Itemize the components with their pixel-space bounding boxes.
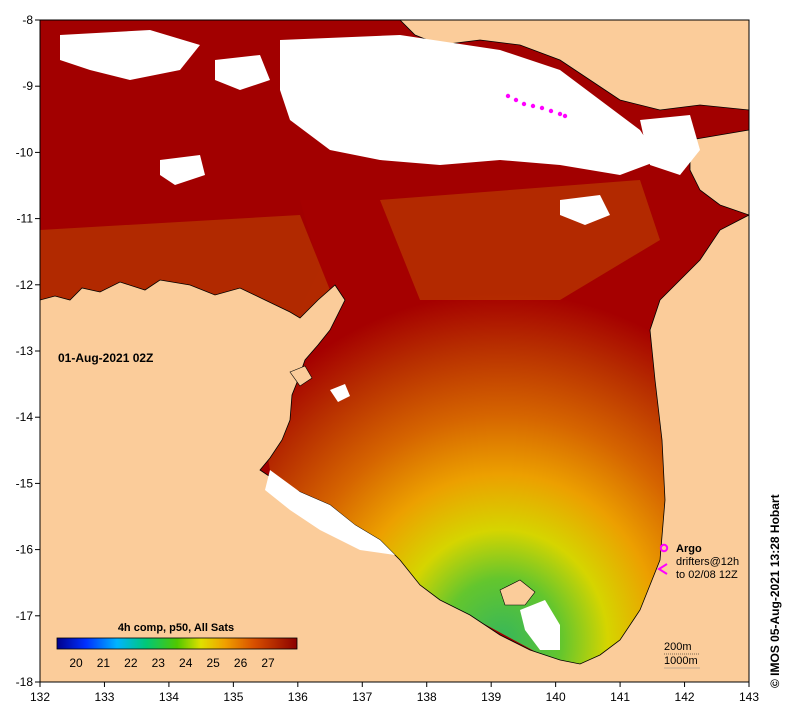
x-tick-label: 141 xyxy=(610,690,630,704)
colorbar-label: 27 xyxy=(261,656,275,670)
colorbar-title: 4h comp, p50, All Sats xyxy=(118,622,234,634)
colorbar-label: 23 xyxy=(152,656,166,670)
x-tick-label: 142 xyxy=(675,690,695,704)
drifters-legend-line1: drifters@12h xyxy=(676,556,739,568)
y-tick-label: -15 xyxy=(16,476,34,490)
argo-icon xyxy=(659,543,669,553)
y-tick-label: -11 xyxy=(17,212,34,226)
drifter-track xyxy=(505,93,568,119)
colorbar xyxy=(56,637,298,650)
x-tick-label: 140 xyxy=(546,690,566,704)
colorbar-labels: 20 21 22 23 24 25 26 27 xyxy=(69,656,275,670)
x-tick-label: 139 xyxy=(481,690,501,704)
y-tick-label: -17 xyxy=(16,609,34,623)
argo-legend-label: Argo xyxy=(676,543,702,555)
colorbar-label: 20 xyxy=(69,656,83,670)
y-tick-label: -16 xyxy=(16,543,34,557)
y-tick-label: -13 xyxy=(16,344,34,358)
date-label: 01-Aug-2021 02Z xyxy=(58,351,153,365)
x-tick-label: 132 xyxy=(30,690,50,704)
y-tick-label: -18 xyxy=(16,675,34,689)
x-tick-label: 135 xyxy=(223,690,243,704)
colorbar-label: 24 xyxy=(179,656,193,670)
island-groote xyxy=(289,365,313,387)
colorbar-label: 21 xyxy=(97,656,111,670)
cape-york-land xyxy=(689,129,749,216)
x-tick-label: 133 xyxy=(94,690,114,704)
x-tick-label: 143 xyxy=(739,690,759,704)
contour-200-label: 200m xyxy=(664,641,692,653)
y-tick-label: -14 xyxy=(16,410,34,424)
x-tick-label: 134 xyxy=(159,690,179,704)
drifters-legend-line2: to 02/08 12Z xyxy=(676,569,738,581)
copyright-credit: © IMOS 05-Aug-2021 13:28 Hobart xyxy=(768,494,782,688)
island-mornington xyxy=(499,579,536,606)
y-axis: -8 -9 -10 -11 -12 -13 -14 -15 -16 -17 -18 xyxy=(16,13,40,689)
y-tick-label: -12 xyxy=(16,278,34,292)
y-tick-label: -9 xyxy=(22,79,33,93)
map-area xyxy=(40,20,749,682)
cloud-mask xyxy=(60,30,700,650)
x-tick-label: 138 xyxy=(417,690,437,704)
x-tick-label: 136 xyxy=(288,690,308,704)
colorbar-label: 22 xyxy=(124,656,138,670)
drifter-arrow-icon xyxy=(657,563,668,575)
x-axis: 132 133 134 135 136 137 138 139 140 141 142 143 xyxy=(30,682,759,704)
y-tick-label: -8 xyxy=(22,13,33,27)
x-tick-label: 137 xyxy=(352,690,372,704)
contour-1000-label: 1000m xyxy=(664,655,698,667)
colorbar-label: 26 xyxy=(234,656,248,670)
colorbar-label: 25 xyxy=(206,656,220,670)
y-tick-label: -10 xyxy=(16,145,34,159)
